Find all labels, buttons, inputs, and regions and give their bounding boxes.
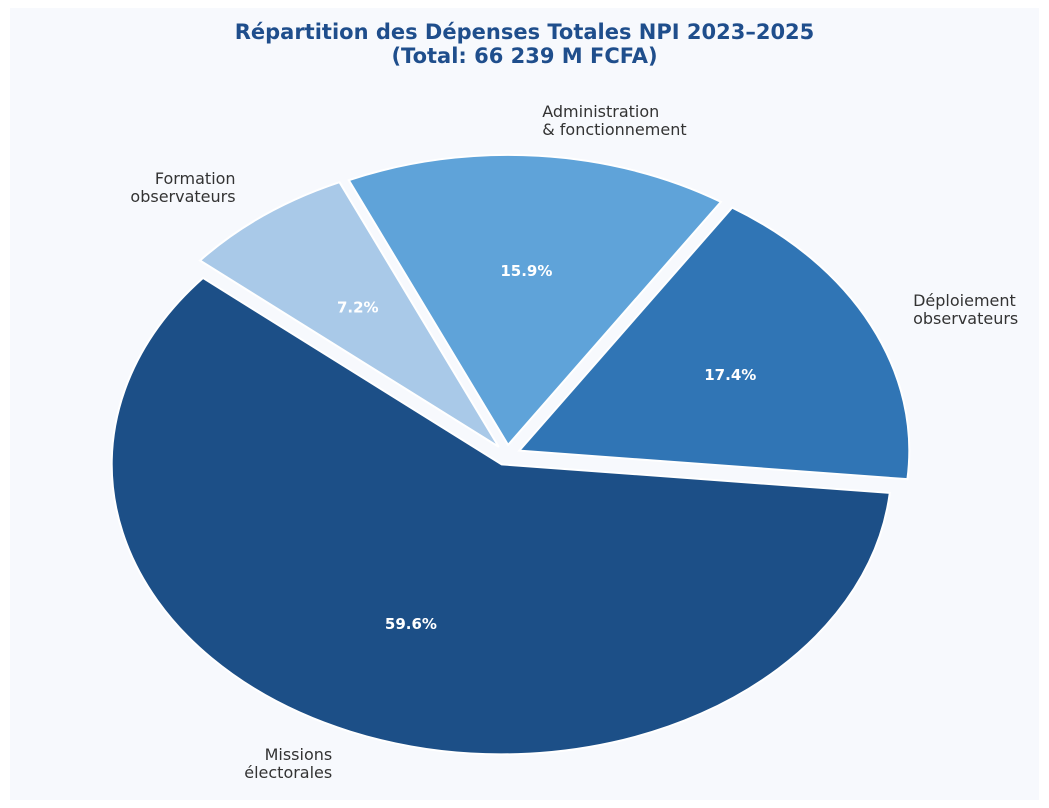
slice-label: Administration & fonctionnement bbox=[542, 102, 687, 140]
chart: 59.6% 17.4% 15.9% 7.2% bbox=[110, 153, 911, 756]
value-label: 17.4% bbox=[704, 366, 756, 384]
value-label: 59.6% bbox=[385, 615, 437, 633]
pie-slice bbox=[517, 206, 911, 481]
value-label: 15.9% bbox=[500, 262, 552, 280]
slice-label: Formation observateurs bbox=[130, 168, 236, 206]
slice-label: Déploiement observateurs bbox=[913, 291, 1019, 329]
value-label: 7.2% bbox=[337, 299, 379, 317]
pie-slice bbox=[110, 276, 891, 756]
chart-title: Répartition des Dépenses Totales NPI 202… bbox=[234, 20, 815, 68]
slice-label: Missions électorales bbox=[244, 744, 333, 782]
pie-slice bbox=[347, 153, 723, 447]
pie-slice bbox=[198, 180, 500, 448]
chart-area: Répartition des Dépenses Totales NPI 202… bbox=[10, 8, 1039, 800]
